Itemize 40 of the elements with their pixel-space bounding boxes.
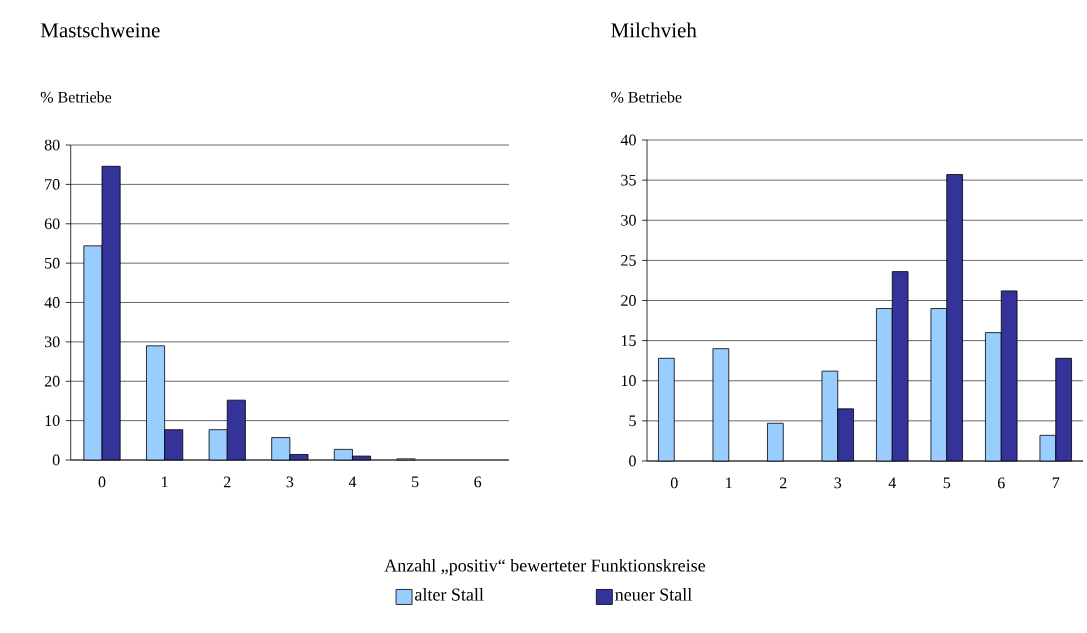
x-tick-label: 7 bbox=[1052, 477, 1060, 489]
y-tick-label: 40 bbox=[44, 297, 60, 308]
x-tick-label: 3 bbox=[286, 476, 294, 488]
y-tick-label: 0 bbox=[629, 455, 636, 467]
x-tick-label: 0 bbox=[670, 477, 678, 489]
y-tick-label: 50 bbox=[45, 257, 60, 269]
y-tick-label: 30 bbox=[621, 214, 636, 226]
chart-title: Mastschweine bbox=[40, 22, 160, 38]
y-tick-label: 60 bbox=[44, 218, 60, 230]
legend-label: alter Stall bbox=[415, 588, 484, 601]
y-tick-label: 35 bbox=[621, 174, 636, 186]
y-tick-label: 20 bbox=[44, 375, 60, 387]
x-tick-label: 6 bbox=[997, 477, 1005, 489]
y-tick-label: 30 bbox=[44, 336, 60, 348]
x-tick-label: 6 bbox=[474, 476, 482, 488]
x-tick-label: 2 bbox=[779, 477, 787, 489]
y-tick-label: 5 bbox=[629, 415, 636, 427]
y-tick-label: 10 bbox=[45, 415, 60, 427]
x-tick-label: 5 bbox=[412, 476, 419, 488]
x-axis-title: Anzahl „positiv“ bewerteter Funktionskreise bbox=[384, 558, 706, 576]
y-axis-title: % Betriebe bbox=[611, 91, 682, 103]
y-tick-label: 80 bbox=[44, 139, 60, 151]
x-tick-label: 2 bbox=[223, 476, 231, 488]
legend-label: neuer Stall bbox=[615, 588, 692, 601]
x-tick-label: 1 bbox=[162, 476, 168, 488]
y-tick-label: 40 bbox=[620, 134, 636, 146]
x-tick-label: 3 bbox=[834, 477, 842, 489]
y-tick-label: 25 bbox=[621, 255, 636, 266]
x-tick-label: 1 bbox=[726, 477, 732, 489]
x-tick-label: 4 bbox=[348, 476, 357, 488]
x-tick-label: 4 bbox=[888, 477, 897, 489]
y-tick-label: 0 bbox=[52, 454, 60, 466]
y-tick-label: 15 bbox=[621, 335, 636, 346]
y-tick-label: 20 bbox=[621, 295, 636, 306]
x-tick-label: 0 bbox=[98, 476, 106, 488]
x-tick-label: 5 bbox=[943, 477, 951, 489]
y-axis-title: % Betriebe bbox=[40, 91, 112, 103]
y-tick-label: 70 bbox=[45, 179, 60, 190]
chart-title: Milchvieh bbox=[611, 22, 697, 38]
y-tick-label: 10 bbox=[621, 375, 636, 387]
